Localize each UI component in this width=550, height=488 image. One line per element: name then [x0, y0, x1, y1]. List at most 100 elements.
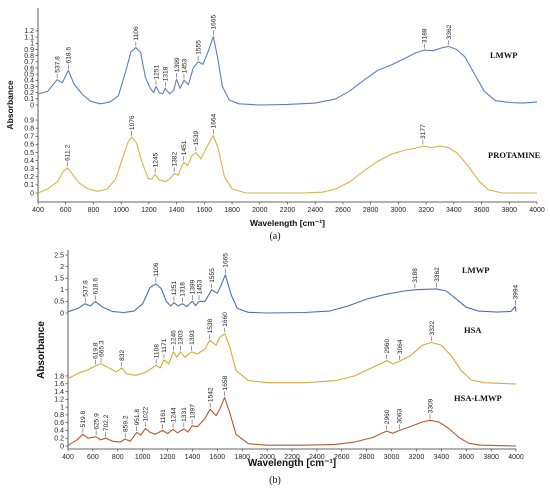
- y-tick-label: 0.5: [24, 150, 34, 157]
- peak-label: 619.8: [93, 342, 100, 359]
- y-tick-label: 0.4: [24, 78, 34, 85]
- y-tick-label: 0.3: [24, 84, 34, 91]
- x-tick-label: 2600: [335, 207, 351, 214]
- y-tick-label: 1.1: [24, 34, 34, 41]
- x-tick-label: 2200: [284, 454, 300, 461]
- peak-label: 3362: [446, 24, 453, 39]
- series-line-lmwp: [67, 274, 517, 314]
- peak-label: 1451: [181, 140, 188, 155]
- y-tick-label: 0.7: [24, 134, 34, 141]
- y-tick-label: 0.6: [24, 65, 34, 72]
- peak-label: 1539: [193, 130, 200, 145]
- peak-label: 611.2: [65, 145, 72, 161]
- peak-label: 3309: [427, 398, 434, 413]
- y-tick-label: 0: [60, 310, 64, 317]
- peak-label: 3994: [513, 285, 520, 300]
- y-tick-label: 0.1: [24, 182, 34, 189]
- peak-label: 702.2: [103, 414, 110, 431]
- x-tick-label: 1400: [169, 207, 185, 214]
- x-tick-label: 2800: [363, 207, 379, 214]
- x-tick-label: 3600: [474, 207, 490, 214]
- y-tick-label: 0: [60, 443, 64, 450]
- y-tick-label: 1.2: [24, 28, 34, 35]
- y-tick-label: 0.5: [24, 71, 34, 78]
- x-tick-label: 3600: [458, 454, 474, 461]
- y-tick-label: 0.9: [24, 117, 34, 124]
- peak-label: 1251: [171, 281, 178, 296]
- y-axis-title: Absorbance: [36, 321, 47, 379]
- x-tick-label: 2400: [307, 207, 323, 214]
- x-tick-label: 2600: [334, 454, 350, 461]
- peak-label: 1393: [189, 330, 196, 345]
- peak-label: 3063: [397, 408, 404, 423]
- x-tick-label: 3400: [434, 454, 450, 461]
- peak-label: 1664: [211, 113, 218, 128]
- x-tick-label: 3000: [384, 454, 400, 461]
- peak-label: 618.6: [93, 278, 100, 295]
- x-tick-label: 800: [112, 454, 124, 461]
- series-line-protamine: [37, 134, 537, 194]
- y-tick-label: 0: [30, 102, 34, 109]
- y-axis-title: Absorbance: [5, 80, 15, 129]
- y-tick-label: 1.4: [54, 389, 64, 396]
- x-tick-label: 600: [87, 454, 99, 461]
- x-tick-label: 3800: [483, 454, 499, 461]
- x-tick-label: 1400: [185, 454, 201, 461]
- series-label: HSA-LMWP: [454, 393, 502, 403]
- x-tick-label: 3400: [446, 207, 462, 214]
- series-line-hsa-lmwp: [67, 396, 517, 447]
- peak-label: 3188: [422, 28, 429, 43]
- y-tick-label: 0.4: [54, 428, 64, 435]
- peak-label: 1453: [196, 279, 203, 294]
- peak-label: 537.8: [54, 56, 61, 73]
- peak-label: 1246: [171, 330, 178, 345]
- y-tick-label: 0.1: [24, 96, 34, 103]
- x-tick-label: 1200: [141, 207, 157, 214]
- x-tick-label: 400: [32, 207, 44, 214]
- peak-label: 1399: [174, 57, 181, 72]
- peak-label: 618.6: [66, 47, 73, 64]
- peak-label: 1303: [178, 330, 185, 345]
- peak-label: 1331: [181, 407, 188, 422]
- x-tick-label: 1000: [135, 454, 151, 461]
- x-tick-label: 1000: [113, 207, 129, 214]
- peak-label: 1397: [189, 404, 196, 419]
- peak-label: 3322: [429, 320, 436, 335]
- peak-label: 832: [119, 350, 126, 361]
- y-tick-label: 1: [60, 287, 64, 294]
- y-tick-label: 0.8: [24, 125, 34, 132]
- y-tick-label: 0.5: [54, 299, 64, 306]
- peak-label: 951.8: [134, 409, 141, 426]
- peak-label: 1244: [170, 407, 177, 422]
- y-tick-label: 2: [60, 264, 64, 271]
- y-tick-label: 2.5: [54, 252, 64, 259]
- peak-label: 2960: [384, 409, 391, 424]
- x-tick-label: 600: [60, 207, 72, 214]
- y-tick-label: 1.6: [54, 381, 64, 388]
- x-axis-title: Wavelength [cm⁻¹]: [248, 458, 336, 469]
- x-tick-label: 1800: [224, 207, 240, 214]
- peak-label: 2960: [384, 339, 391, 354]
- y-tick-label: 0.3: [24, 166, 34, 173]
- x-tick-label: 4000: [529, 207, 545, 214]
- peak-label: 665.3: [98, 340, 105, 357]
- peak-label: 537.8: [82, 280, 89, 297]
- y-tick-label: 0.2: [24, 174, 34, 181]
- x-tick-label: 1800: [234, 454, 250, 461]
- peak-label: 1022: [143, 406, 150, 421]
- y-tick-label: 0.9: [24, 47, 34, 54]
- series-line-lmwp: [37, 35, 538, 106]
- y-tick-label: 0.2: [24, 90, 34, 97]
- peak-label: 1171: [161, 338, 168, 353]
- peak-label: 1453: [181, 58, 188, 73]
- peak-label: 1106: [133, 26, 140, 41]
- peak-label: 1658: [222, 375, 229, 390]
- y-tick-label: 1: [30, 41, 34, 48]
- x-tick-label: 3000: [391, 207, 407, 214]
- x-tick-label: 3800: [501, 207, 517, 214]
- y-tick-label: 1.2: [54, 397, 64, 404]
- series-label: LMWP: [490, 50, 517, 60]
- x-axis-title: Wavelength [cm⁻¹]: [250, 218, 325, 228]
- y-tick-label: 0.8: [24, 53, 34, 60]
